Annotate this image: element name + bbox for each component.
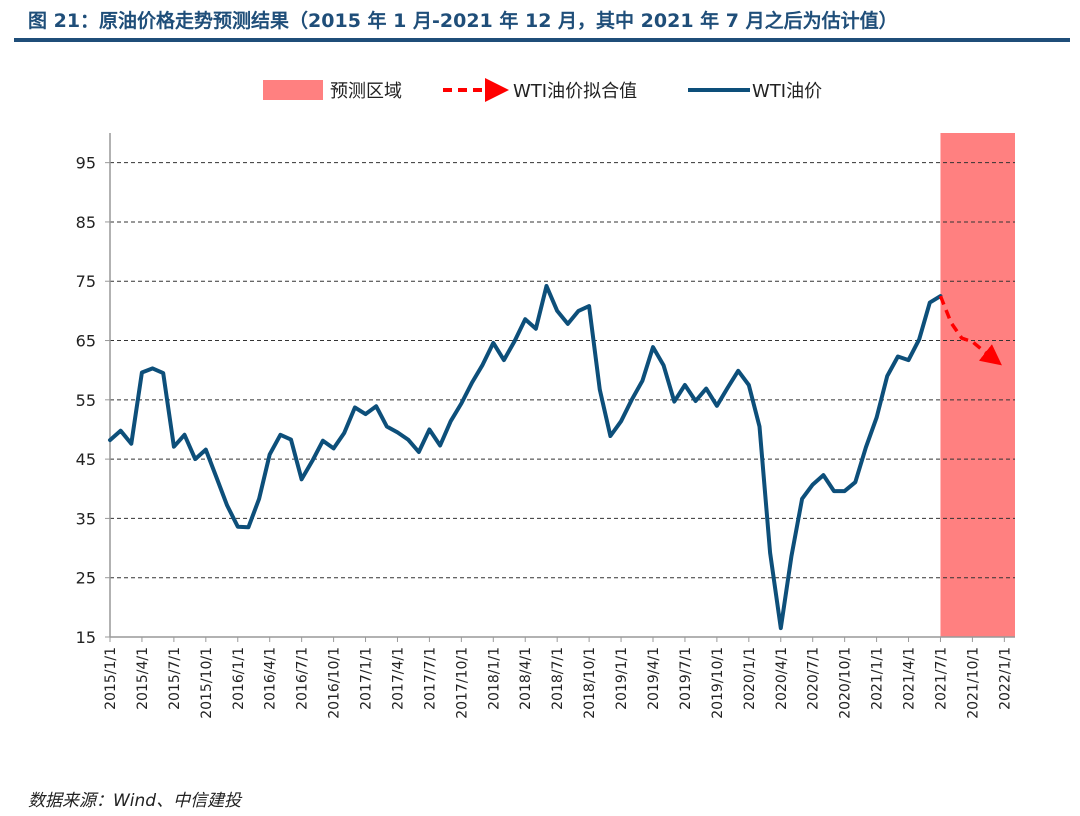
x-tick-label: 2019/10/1 — [710, 647, 726, 719]
gridlines — [110, 162, 1015, 579]
x-tick-label: 2021/7/1 — [933, 647, 949, 710]
y-tick-label: 55 — [76, 391, 96, 410]
x-tick-label: 2018/4/1 — [518, 647, 534, 710]
legend-label-forecast-region: 预测区域 — [330, 81, 402, 102]
x-tick-label: 2019/1/1 — [614, 647, 630, 710]
x-tick-label: 2015/1/1 — [103, 647, 119, 710]
forecast-region-rect — [940, 133, 1015, 637]
x-tick-label: 2016/7/1 — [295, 647, 311, 710]
y-tick-label: 25 — [76, 569, 96, 588]
y-tick-label: 15 — [76, 628, 96, 647]
legend-label-wti-fit: WTI油价拟合值 — [513, 81, 637, 102]
series-line-wti-fit — [938, 295, 1002, 366]
x-tick-label: 2019/4/1 — [646, 647, 662, 710]
x-tick-label: 2018/10/1 — [582, 647, 598, 719]
figure-title: 图 21：原油价格走势预测结果（2015 年 1 月-2021 年 12 月，其… — [28, 10, 898, 32]
y-tick-label: 95 — [76, 154, 96, 173]
x-tick-label: 2020/10/1 — [838, 647, 854, 719]
x-tick-label: 2015/4/1 — [135, 647, 151, 710]
series-layer — [108, 284, 1002, 631]
x-tick-label: 2017/10/1 — [454, 647, 470, 719]
legend-swatch-forecast-region — [263, 80, 323, 100]
x-tick-label: 2021/4/1 — [902, 647, 918, 710]
title-rule — [14, 38, 1070, 42]
legend-label-wti: WTI油价 — [752, 81, 822, 102]
x-tick-label: 2016/4/1 — [263, 647, 279, 710]
series-line-wti — [108, 284, 943, 631]
source-note: 数据来源：Wind、中信建投 — [28, 791, 242, 811]
x-tick-label: 2018/1/1 — [486, 647, 502, 710]
x-tick-labels: 2015/1/1 2015/4/1 2015/7/1 2015/10/1 2016/1/… — [103, 637, 1013, 719]
x-tick-label: 2016/10/1 — [327, 647, 343, 719]
axes — [109, 133, 1015, 638]
x-tick-label: 2017/4/1 — [390, 647, 406, 710]
y-tick-label: 65 — [76, 332, 96, 351]
y-tick-labels: 15 25 35 45 55 65 75 85 95 — [76, 154, 110, 647]
x-tick-label: 2019/7/1 — [678, 647, 694, 710]
forecast-region-layer — [940, 133, 1015, 637]
x-tick-label: 2021/10/1 — [965, 647, 981, 719]
x-tick-label: 2018/7/1 — [550, 647, 566, 710]
y-tick-label: 45 — [76, 450, 96, 469]
x-tick-label: 2017/1/1 — [359, 647, 375, 710]
x-tick-label: 2015/7/1 — [167, 647, 183, 710]
x-tick-label: 2020/1/1 — [742, 647, 758, 710]
y-tick-label: 85 — [76, 213, 96, 232]
y-tick-label: 75 — [76, 272, 96, 291]
x-tick-label: 2017/7/1 — [422, 647, 438, 710]
legend: 预测区域 WTI油价拟合值 WTI油价 — [263, 78, 822, 102]
x-tick-label: 2016/1/1 — [231, 647, 247, 710]
y-tick-label: 35 — [76, 509, 96, 528]
x-tick-label: 2022/1/1 — [997, 647, 1013, 710]
x-tick-label: 2020/4/1 — [774, 647, 790, 710]
x-tick-label: 2020/7/1 — [806, 647, 822, 710]
x-tick-label: 2015/10/1 — [199, 647, 215, 719]
x-tick-label: 2021/1/1 — [870, 647, 886, 710]
